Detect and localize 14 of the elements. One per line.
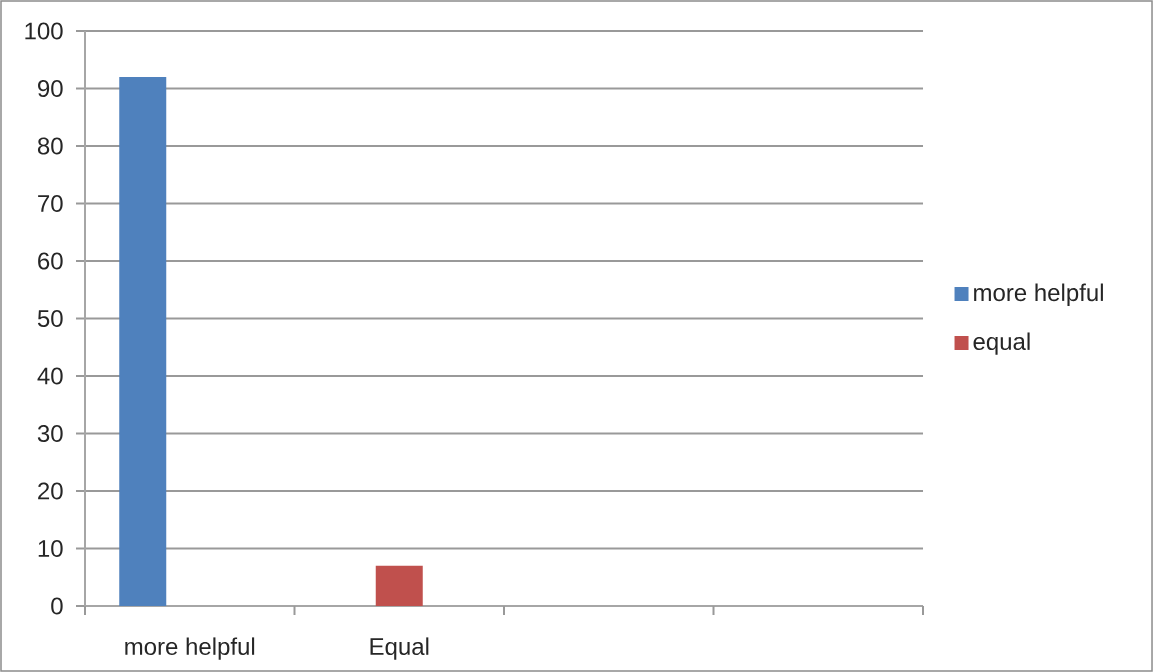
y-tick-label: 30 <box>37 425 63 443</box>
y-tick-label: 80 <box>37 137 63 155</box>
y-tick-label: 60 <box>38 252 63 270</box>
legend-label: more helpful <box>974 283 1103 306</box>
y-tick-label: 40 <box>37 367 63 385</box>
x-tick-label: Equal <box>370 637 429 660</box>
legend-label: equal <box>973 332 1030 355</box>
y-tick-label: 50 <box>37 310 63 328</box>
y-tick-label: 10 <box>38 540 63 558</box>
y-tick-label: 100 <box>25 22 63 40</box>
y-tick-label: 70 <box>38 195 63 213</box>
y-tick-label: 20 <box>38 482 63 500</box>
y-tick-label: 90 <box>38 80 63 98</box>
y-tick-label: 0 <box>51 597 63 615</box>
